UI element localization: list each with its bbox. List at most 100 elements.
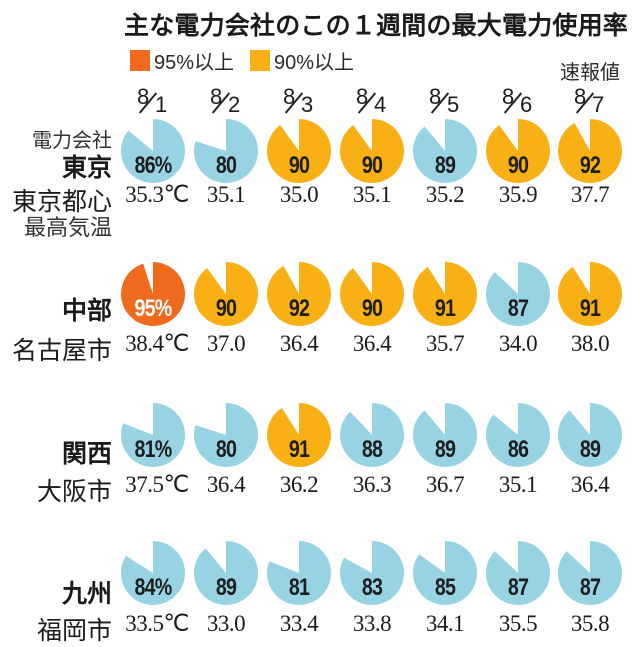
pie-value-label: 89	[434, 436, 456, 463]
pie-chart	[412, 262, 477, 326]
pie-cell: 89	[557, 402, 623, 468]
temperature-label: 34.1	[425, 611, 465, 636]
pie-chart	[194, 403, 259, 467]
preliminary-note: 速報値	[560, 60, 620, 84]
pie-value-label: 91	[579, 295, 601, 322]
temperature-label: 38.0	[570, 331, 610, 356]
date-day: 5	[447, 92, 460, 117]
company-label: 関西	[61, 439, 112, 468]
pie-cell: 85	[412, 540, 478, 606]
pie-cell: 90	[339, 118, 405, 184]
pie-slice	[557, 403, 622, 467]
pie-chart	[412, 403, 477, 467]
temperature-label: 35.7	[425, 331, 465, 356]
pie-cell: 91	[412, 261, 478, 327]
pie-value-label: 80	[215, 152, 237, 179]
temperature-label: 36.7	[425, 472, 465, 497]
pie-cell: 80	[193, 402, 259, 468]
temperature-label: 35.1	[498, 472, 538, 497]
temperature-label: 33.0	[206, 611, 246, 636]
pie-cell: 87	[485, 261, 551, 327]
pie-value-label: 89	[434, 152, 456, 179]
pie-chart	[121, 403, 186, 467]
pie-chart	[557, 262, 622, 326]
pie-cell: 92	[557, 118, 623, 184]
date-day: 2	[228, 92, 241, 117]
pie-cell: 90	[339, 261, 405, 327]
pie-chart	[339, 403, 404, 467]
pie-slice	[339, 541, 404, 605]
pie-cell: 90	[193, 261, 259, 327]
pie-cell: 91	[266, 402, 332, 468]
chart-title: 主な電力会社のこの１週間の最大電力使用率	[124, 11, 629, 40]
date-day: 7	[592, 92, 605, 117]
pie-value-label: 87	[507, 574, 529, 601]
temperature-label: 36.3	[352, 472, 392, 497]
pie-slice	[194, 403, 259, 467]
legend-item-95: 95%以上	[130, 46, 234, 75]
pie-value-label: 92	[288, 295, 310, 322]
pie-value-label: 89	[215, 574, 237, 601]
pie-cell: 88	[339, 402, 405, 468]
pie-cell: 86	[485, 402, 551, 468]
pie-cell: 86%	[120, 118, 186, 184]
pie-value-label: 90	[361, 152, 383, 179]
pie-slice	[557, 119, 622, 183]
pie-slice	[412, 262, 477, 326]
temperature-label: 33.4	[279, 611, 319, 636]
pie-value-label: 91	[434, 295, 456, 322]
date-day: 4	[374, 92, 387, 117]
pie-chart	[412, 119, 477, 183]
pie-value-label: 86%	[134, 152, 173, 179]
temperature-label: 35.8	[570, 611, 610, 636]
pie-slice	[485, 403, 550, 467]
pie-value-label: 81%	[134, 436, 173, 463]
pie-chart	[120, 541, 185, 605]
temperature-label: 36.4	[279, 331, 319, 356]
pie-chart	[485, 119, 550, 183]
temperature-label: 36.2	[279, 472, 319, 497]
pie-chart	[412, 541, 477, 605]
pie-slice	[557, 262, 622, 326]
pie-slice	[266, 119, 331, 183]
pie-cell: 89	[193, 540, 259, 606]
pie-value-label: 88	[361, 436, 383, 463]
legend-item-90: 90%以上	[250, 46, 354, 75]
pie-value-label: 87	[507, 295, 529, 322]
pie-chart	[120, 119, 185, 183]
pie-chart	[194, 119, 259, 183]
pie-cell: 81	[266, 540, 332, 606]
temperature-label: 34.0	[498, 331, 538, 356]
pie-cell: 87	[557, 540, 623, 606]
temperature-label: 35.1	[352, 182, 392, 207]
temperature-label: 38.4℃	[125, 331, 189, 356]
pie-slice	[266, 403, 331, 467]
pie-cell: 89	[412, 118, 478, 184]
pie-value-label: 89	[579, 436, 601, 463]
temperature-label: 35.0	[279, 182, 319, 207]
pie-value-label: 84%	[134, 574, 173, 601]
pie-cell: 92	[266, 261, 332, 327]
pie-cell: 87	[485, 540, 551, 606]
pie-slice	[339, 262, 404, 326]
side-header-temp: 最高気温	[23, 216, 112, 241]
pie-chart	[557, 403, 622, 467]
temperature-label: 35.3℃	[125, 182, 189, 207]
pie-chart	[557, 119, 622, 183]
legend: 95%以上 90%以上	[130, 46, 370, 75]
date-day: 6	[520, 92, 533, 117]
city-label: 大阪市	[36, 477, 112, 506]
pie-chart	[266, 262, 331, 326]
temperature-label: 37.0	[206, 331, 246, 356]
pie-value-label: 83	[361, 574, 383, 601]
temperature-label: 33.5℃	[125, 611, 189, 636]
pie-chart	[266, 403, 331, 467]
pie-cell: 91	[557, 261, 623, 327]
pie-chart	[121, 262, 186, 326]
pie-cell: 90	[266, 118, 332, 184]
